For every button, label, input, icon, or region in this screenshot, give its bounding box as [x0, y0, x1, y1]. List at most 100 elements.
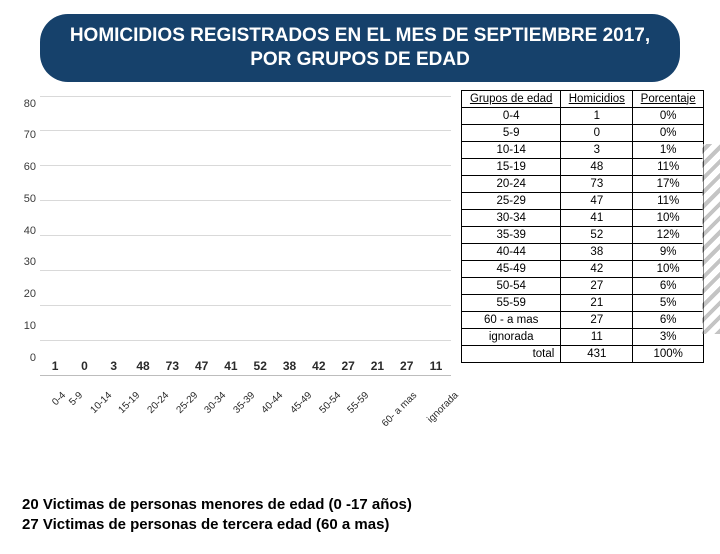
table-cell: 0%: [633, 107, 704, 124]
x-axis: 0-45-910-1415-1920-2425-2930-3435-3940-4…: [40, 376, 451, 428]
table-cell: 30-34: [462, 209, 561, 226]
table-row: 25-294711%: [462, 192, 704, 209]
table-row: 55-59215%: [462, 294, 704, 311]
table-total-row: total431100%: [462, 345, 704, 362]
table-cell: 25-29: [462, 192, 561, 209]
bar-value-label: 52: [254, 359, 267, 373]
bar-value-label: 38: [283, 359, 296, 373]
table-cell: 15-19: [462, 158, 561, 175]
y-tick: 30: [16, 256, 36, 268]
y-axis: 80706050403020100: [16, 96, 40, 376]
bar-value-label: 27: [400, 359, 413, 373]
table-cell: 73: [561, 175, 633, 192]
decorative-stripes: [702, 144, 720, 334]
table-cell: 60 - a mas: [462, 311, 561, 328]
content-row: 80706050403020100 1034873474152384227212…: [0, 90, 720, 428]
table-cell: 10%: [633, 209, 704, 226]
table-row: 60 - a mas276%: [462, 311, 704, 328]
table-row: 30-344110%: [462, 209, 704, 226]
bar-col: 52: [247, 359, 273, 375]
table-cell: 6%: [633, 277, 704, 294]
bar-value-label: 48: [136, 359, 149, 373]
table-row: 35-395212%: [462, 226, 704, 243]
bar-value-label: 41: [224, 359, 237, 373]
bar-value-label: 11: [430, 359, 443, 373]
table-row: 15-194811%: [462, 158, 704, 175]
col-percent: Porcentaje: [633, 90, 704, 107]
col-group: Grupos de edad: [462, 90, 561, 107]
y-tick: 0: [16, 352, 36, 364]
table-cell: 0%: [633, 124, 704, 141]
y-tick: 80: [16, 98, 36, 110]
table-cell: 50-54: [462, 277, 561, 294]
table-row: 10-1431%: [462, 141, 704, 158]
y-tick: 10: [16, 320, 36, 332]
table-cell: 47: [561, 192, 633, 209]
bar-col: 38: [276, 359, 302, 375]
table-row: 40-44389%: [462, 243, 704, 260]
table-cell: 1%: [633, 141, 704, 158]
table-row: 50-54276%: [462, 277, 704, 294]
bar-col: 42: [306, 359, 332, 375]
table-cell: 10-14: [462, 141, 561, 158]
table-cell: 3: [561, 141, 633, 158]
table-row: 0-410%: [462, 107, 704, 124]
table-cell: 5-9: [462, 124, 561, 141]
plot-area: 10 3 48 73 47 41 52 38 42 27 21 27 11: [40, 96, 451, 376]
footer-line-2: 27 Victimas de personas de tercera edad …: [22, 515, 412, 535]
bar-chart: 80706050403020100 1034873474152384227212…: [10, 90, 451, 428]
table-cell: 42: [561, 260, 633, 277]
footer-notes: 20 Victimas de personas menores de edad …: [22, 495, 412, 534]
table-header-row: Grupos de edad Homicidios Porcentaje: [462, 90, 704, 107]
bar-col: 0: [71, 359, 97, 375]
bar-value-label: 42: [312, 359, 325, 373]
bar-col: 48: [130, 359, 156, 375]
table-cell: 12%: [633, 226, 704, 243]
y-tick: 60: [16, 161, 36, 173]
bar-col: 21: [364, 359, 390, 375]
table-cell: 21: [561, 294, 633, 311]
bar-value-label: 3: [110, 359, 117, 373]
table-cell: 17%: [633, 175, 704, 192]
table-cell: ignorada: [462, 328, 561, 345]
table-cell: 11: [561, 328, 633, 345]
bar-value-label: 47: [195, 359, 208, 373]
bar-value-label: 0: [81, 359, 88, 373]
bar-col: 41: [218, 359, 244, 375]
bar-col: 3: [101, 359, 127, 375]
y-tick: 70: [16, 129, 36, 141]
table-cell: 0: [561, 124, 633, 141]
table-cell: 431: [561, 345, 633, 362]
table-cell: 5%: [633, 294, 704, 311]
bar-value-label: 21: [371, 359, 384, 373]
table-row: 5-900%: [462, 124, 704, 141]
y-tick: 40: [16, 225, 36, 237]
table-cell: 38: [561, 243, 633, 260]
page-title: HOMICIDIOS REGISTRADOS EN EL MES DE SEPT…: [40, 14, 680, 82]
bar-value-label: 27: [341, 359, 354, 373]
table-cell: 35-39: [462, 226, 561, 243]
footer-line-1: 20 Victimas de personas menores de edad …: [22, 495, 412, 515]
table-cell: total: [462, 345, 561, 362]
table-cell: 41: [561, 209, 633, 226]
table-cell: 11%: [633, 192, 704, 209]
table-cell: 100%: [633, 345, 704, 362]
y-tick: 20: [16, 288, 36, 300]
table-cell: 11%: [633, 158, 704, 175]
table-cell: 27: [561, 311, 633, 328]
bar-col: 73: [159, 359, 185, 375]
bar-col: 27: [335, 359, 361, 375]
table-row: ignorada113%: [462, 328, 704, 345]
bar-col: 1: [42, 359, 68, 375]
table-cell: 6%: [633, 311, 704, 328]
table-cell: 20-24: [462, 175, 561, 192]
table-cell: 10%: [633, 260, 704, 277]
table-cell: 0-4: [462, 107, 561, 124]
col-homicides: Homicidios: [561, 90, 633, 107]
table-cell: 3%: [633, 328, 704, 345]
table-cell: 45-49: [462, 260, 561, 277]
table-cell: 52: [561, 226, 633, 243]
data-table-wrap: Grupos de edad Homicidios Porcentaje 0-4…: [451, 90, 710, 428]
bar-col: 11: [423, 359, 449, 375]
table-cell: 40-44: [462, 243, 561, 260]
